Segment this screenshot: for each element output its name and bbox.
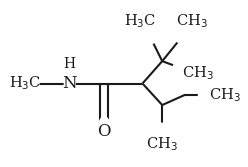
Text: H: H: [64, 57, 76, 71]
Text: CH$_3$: CH$_3$: [182, 64, 214, 82]
Ellipse shape: [198, 85, 222, 105]
Text: H$_3$C: H$_3$C: [9, 75, 41, 92]
Text: CH$_3$: CH$_3$: [209, 86, 241, 104]
Ellipse shape: [12, 73, 39, 94]
Ellipse shape: [150, 123, 174, 143]
Ellipse shape: [64, 73, 75, 94]
Ellipse shape: [137, 24, 160, 44]
Ellipse shape: [173, 24, 196, 44]
Text: H$_3$C: H$_3$C: [124, 13, 156, 30]
Text: O: O: [97, 123, 111, 140]
Ellipse shape: [173, 59, 196, 79]
Text: CH$_3$: CH$_3$: [176, 13, 208, 30]
Text: CH$_3$: CH$_3$: [146, 135, 178, 153]
Text: N: N: [62, 75, 77, 92]
Ellipse shape: [99, 117, 110, 136]
